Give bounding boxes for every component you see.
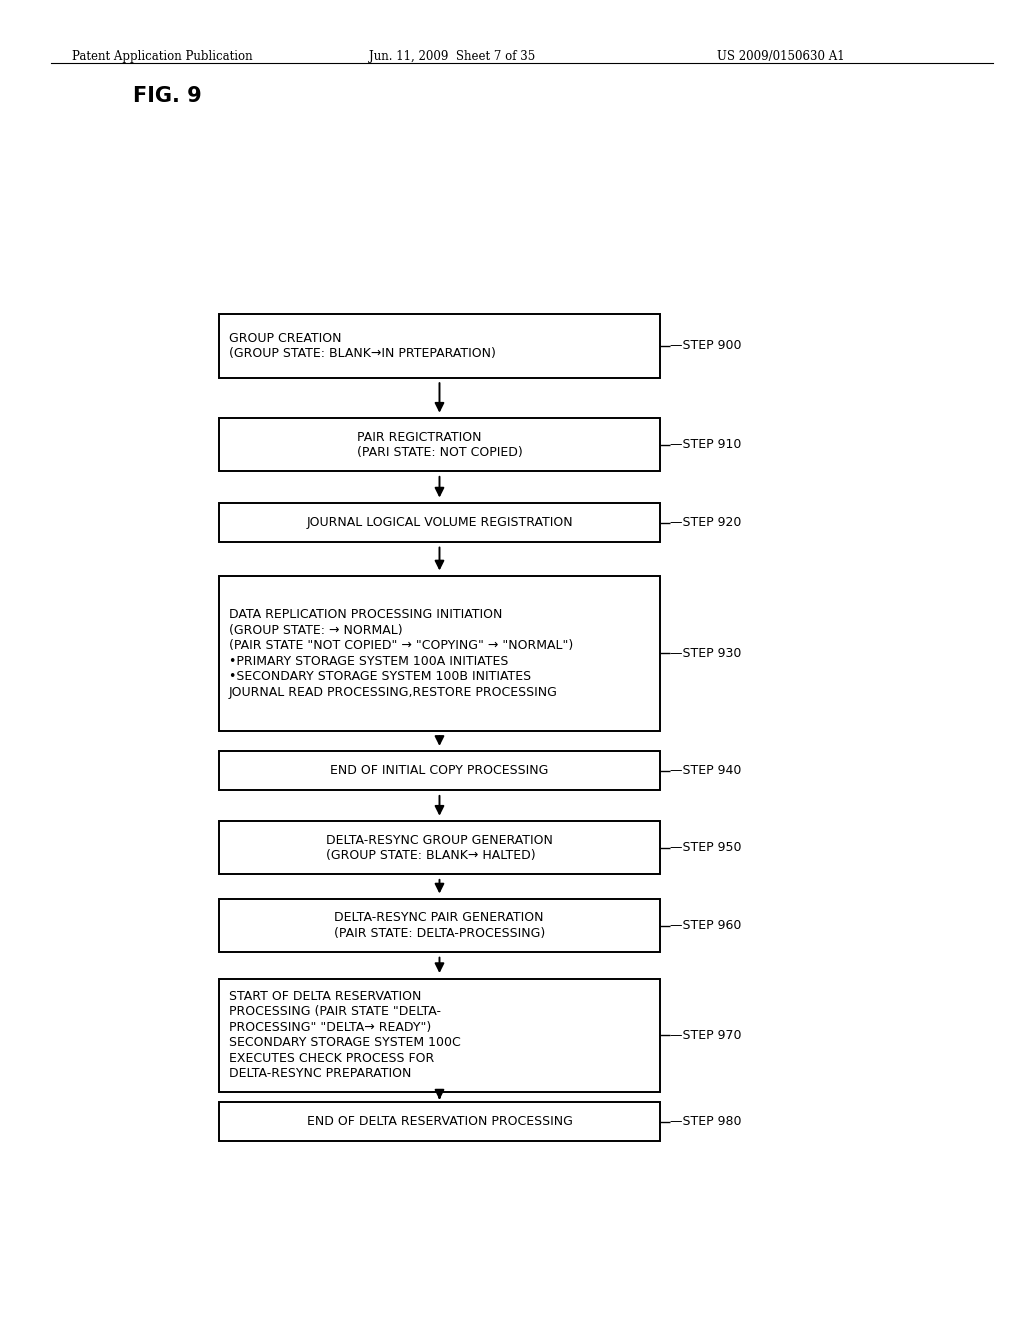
Text: —STEP 900: —STEP 900 [670,339,741,352]
Bar [219,821,659,874]
Bar [219,314,659,378]
Text: Jun. 11, 2009  Sheet 7 of 35: Jun. 11, 2009 Sheet 7 of 35 [369,50,535,63]
Text: FIG. 9: FIG. 9 [133,86,202,106]
Text: —STEP 910: —STEP 910 [670,438,741,451]
Bar [219,1102,659,1142]
Text: DELTA-RESYNC GROUP GENERATION
(GROUP STATE: BLANK→ HALTED): DELTA-RESYNC GROUP GENERATION (GROUP STA… [326,833,553,862]
Text: —STEP 950: —STEP 950 [670,841,741,854]
Bar [219,978,659,1092]
Text: —STEP 920: —STEP 920 [670,516,741,529]
Text: —STEP 960: —STEP 960 [670,919,741,932]
Text: START OF DELTA RESERVATION
PROCESSING (PAIR STATE "DELTA-
PROCESSING" "DELTA→ RE: START OF DELTA RESERVATION PROCESSING (P… [228,990,461,1080]
Text: US 2009/0150630 A1: US 2009/0150630 A1 [717,50,845,63]
Text: PAIR REGICTRATION
(PARI STATE: NOT COPIED): PAIR REGICTRATION (PARI STATE: NOT COPIE… [356,430,522,459]
Bar [219,899,659,952]
Text: —STEP 970: —STEP 970 [670,1028,741,1041]
Text: JOURNAL LOGICAL VOLUME REGISTRATION: JOURNAL LOGICAL VOLUME REGISTRATION [306,516,572,529]
Bar [219,751,659,791]
Text: DELTA-RESYNC PAIR GENERATION
(PAIR STATE: DELTA-PROCESSING): DELTA-RESYNC PAIR GENERATION (PAIR STATE… [334,911,545,940]
Text: END OF DELTA RESERVATION PROCESSING: END OF DELTA RESERVATION PROCESSING [306,1115,572,1129]
Text: DATA REPLICATION PROCESSING INITIATION
(GROUP STATE: → NORMAL)
(PAIR STATE "NOT : DATA REPLICATION PROCESSING INITIATION (… [228,609,573,698]
Text: —STEP 940: —STEP 940 [670,764,741,777]
Bar [219,418,659,471]
Text: Patent Application Publication: Patent Application Publication [72,50,252,63]
Text: END OF INITIAL COPY PROCESSING: END OF INITIAL COPY PROCESSING [331,764,549,777]
Text: GROUP CREATION
(GROUP STATE: BLANK→IN PRTEPARATION): GROUP CREATION (GROUP STATE: BLANK→IN PR… [228,331,496,360]
Text: —STEP 980: —STEP 980 [670,1115,741,1129]
Bar [219,503,659,543]
Bar [219,576,659,731]
Text: —STEP 930: —STEP 930 [670,647,741,660]
